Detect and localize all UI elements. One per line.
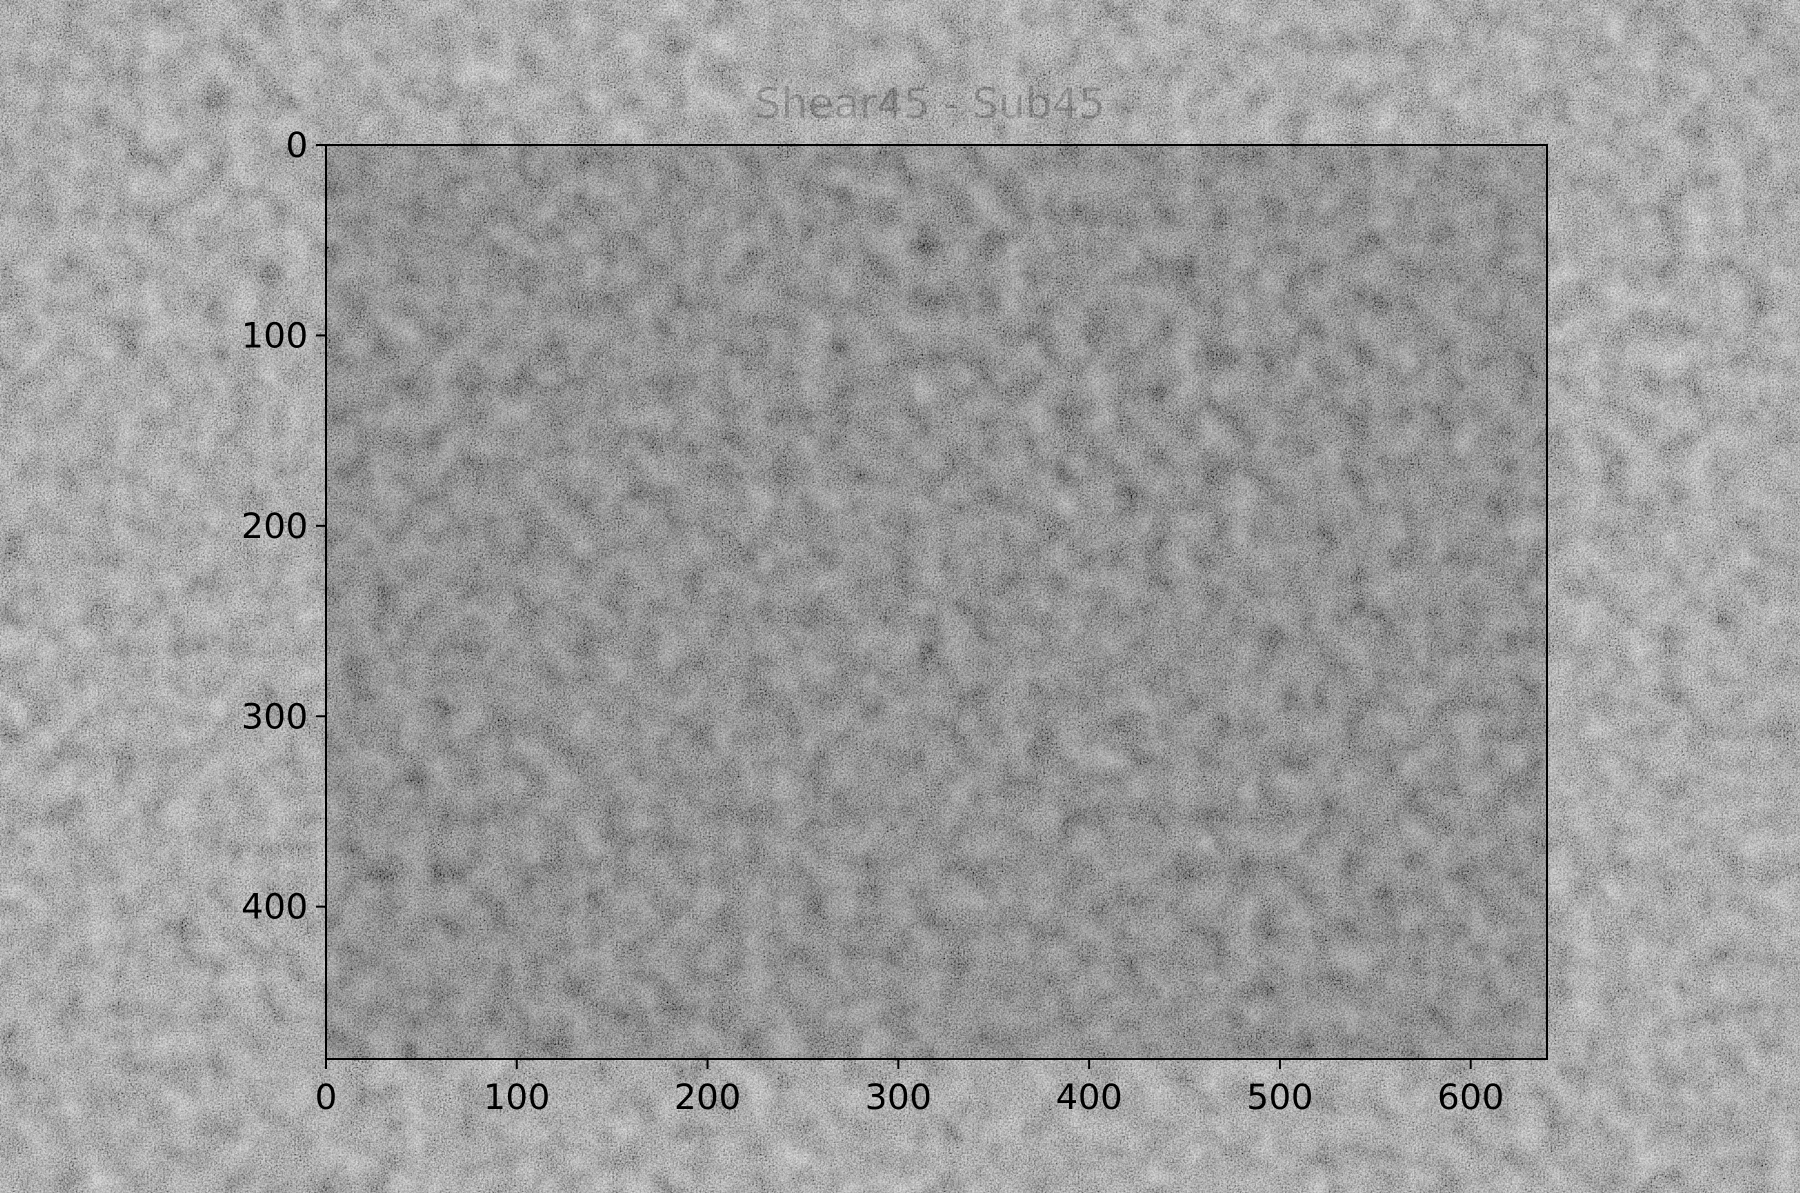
y-axis: 0 100 200 300 400	[241, 126, 326, 928]
x-tick-label: 0	[315, 1078, 337, 1118]
y-tick-label: 300	[241, 697, 308, 737]
y-tick-label: 200	[241, 507, 308, 547]
plot-area	[325, 144, 1548, 1060]
y-tick-label: 400	[241, 888, 308, 928]
chart-title: Shear45 - Sub45	[755, 79, 1106, 128]
x-tick-label: 300	[865, 1078, 932, 1118]
y-tick-label: 0	[286, 126, 308, 166]
image-noise-texture	[326, 145, 1547, 1059]
x-tick-label: 100	[483, 1078, 550, 1118]
x-tick-label: 600	[1437, 1078, 1504, 1118]
x-tick-label: 200	[674, 1078, 741, 1118]
x-tick-label: 500	[1247, 1078, 1314, 1118]
x-tick-label: 400	[1056, 1078, 1123, 1118]
y-tick-label: 100	[241, 316, 308, 356]
x-axis: 0 100 200 300 400 500 600	[315, 1059, 1504, 1118]
plot-frame	[325, 144, 1548, 1060]
